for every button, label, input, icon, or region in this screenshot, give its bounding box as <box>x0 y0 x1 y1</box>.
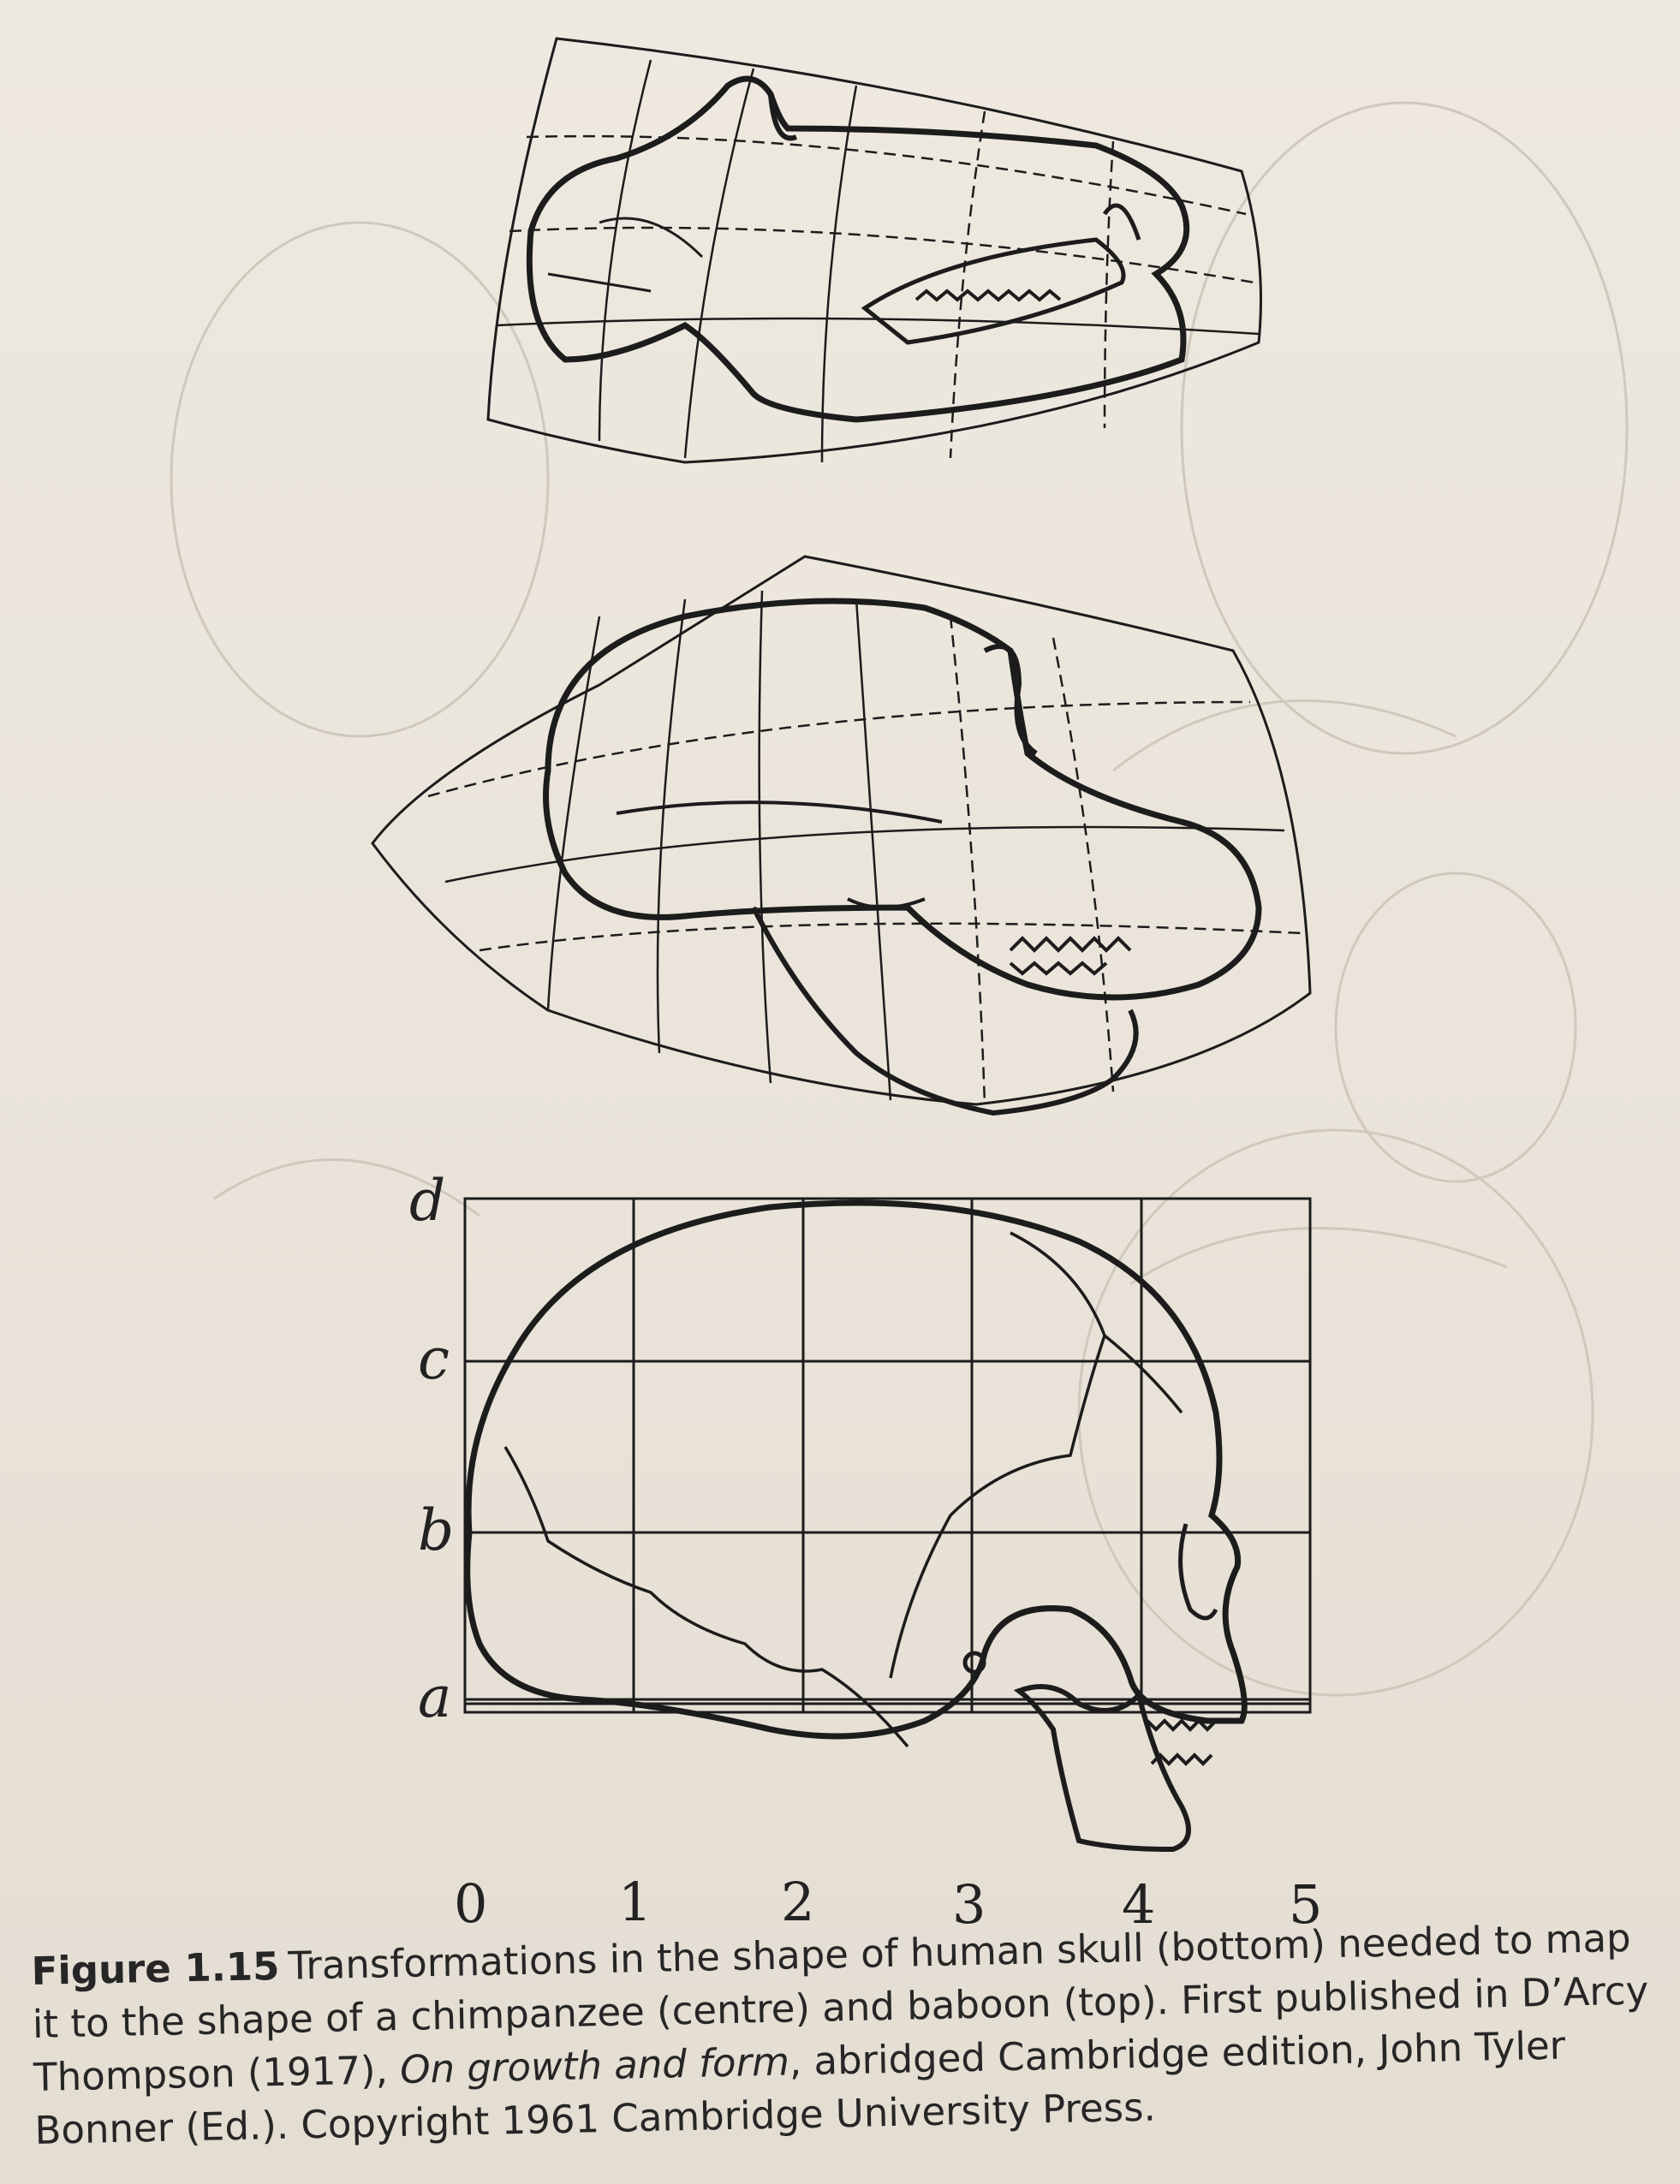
figure-caption: Figure 1.15 Transformations in the shape … <box>31 1911 1662 2157</box>
chimpanzee-jaw <box>751 906 1139 1116</box>
baboon-grid-outline <box>486 37 1262 464</box>
x-label-0: 0 <box>454 1872 487 1935</box>
chimpanzee-skull-outline <box>543 598 1262 1001</box>
baboon-jaw <box>861 237 1126 345</box>
chimpanzee-grid-outline <box>371 555 1312 1106</box>
y-axis-labels: a b c d <box>409 1168 454 1730</box>
human-ear-opening <box>962 1651 986 1675</box>
human-skull-sutures <box>503 1231 1183 1748</box>
human-mandible <box>1013 1684 1191 1853</box>
x-label-5: 5 <box>1289 1873 1322 1936</box>
y-label-d: d <box>409 1168 445 1234</box>
x-label-3: 3 <box>952 1873 986 1936</box>
caption-book-title: On growth and form <box>399 2038 790 2092</box>
baboon-skull-outline <box>526 75 1190 423</box>
human-skull-outline <box>464 1199 1248 1740</box>
figure-label: Figure 1.15 <box>31 1943 280 1994</box>
x-label-2: 2 <box>781 1871 814 1933</box>
x-axis-labels: 0 1 2 3 4 5 <box>454 1871 1322 1936</box>
chimpanzee-skull-panel <box>371 555 1312 1116</box>
show-through-sketches <box>170 101 1629 1697</box>
human-teeth <box>1146 1718 1218 1766</box>
y-label-b: b <box>418 1497 454 1563</box>
x-label-4: 4 <box>1122 1873 1155 1936</box>
x-label-1: 1 <box>618 1871 652 1933</box>
human-skull-panel: 0 1 2 3 4 5 a b c d <box>409 1168 1322 1936</box>
y-label-c: c <box>418 1326 450 1392</box>
baboon-skull-panel <box>486 37 1262 464</box>
cartesian-grid <box>463 1197 1312 1714</box>
y-label-a: a <box>418 1664 451 1730</box>
